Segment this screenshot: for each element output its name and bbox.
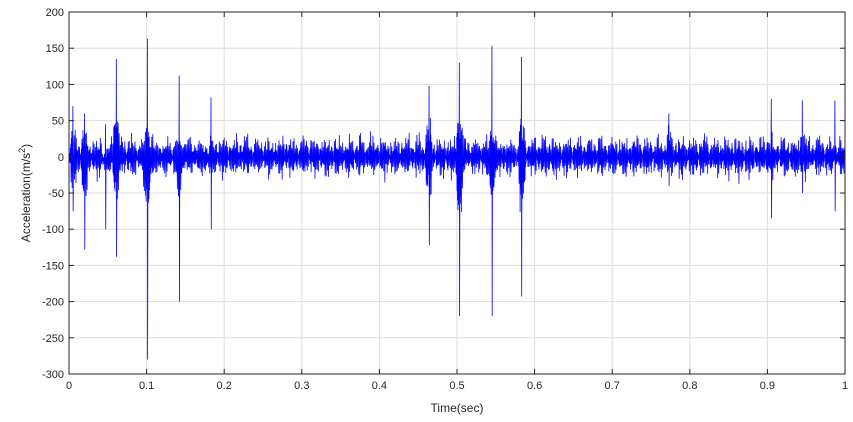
plot-area	[68, 38, 846, 360]
x-tick-label: 0.5	[449, 380, 464, 392]
y-tick-label: -300	[42, 369, 64, 381]
y-tick-label: 50	[52, 116, 64, 128]
y-tick-label: 0	[58, 152, 64, 164]
y-tick-label: -200	[42, 297, 64, 309]
y-tick-label: -150	[42, 260, 64, 272]
y-axis-label-end: )	[19, 144, 33, 148]
x-tick-label: 0.7	[605, 380, 620, 392]
y-axis-label-superscript: 2	[17, 148, 27, 153]
x-tick-label: 0.4	[372, 380, 387, 392]
x-tick-label: 1	[842, 380, 848, 392]
x-tick-label: 0.2	[217, 380, 232, 392]
x-tick-label: 0.1	[139, 380, 154, 392]
x-axis-ticks: 0 0.1 0.2 0.3 0.4 0.5 0.6 0.7 0.8 0.9 1	[66, 12, 848, 392]
y-axis-label-base: Acceleration(m/s	[19, 153, 33, 242]
y-tick-label: -50	[48, 188, 64, 200]
x-tick-label: 0.3	[294, 380, 309, 392]
y-tick-label: 150	[46, 43, 64, 55]
y-tick-label: -250	[42, 333, 64, 345]
acceleration-series-line	[68, 38, 846, 360]
x-axis-label: Time(sec)	[431, 401, 484, 415]
y-axis-ticks: 200 150 100 50 0 -50 -100 -150 -200 -250 -300	[42, 7, 845, 381]
x-tick-label: 0.9	[760, 380, 775, 392]
y-tick-label: 200	[46, 7, 64, 19]
x-tick-label: 0.8	[682, 380, 697, 392]
x-tick-label: 0	[66, 380, 72, 392]
grid	[68, 11, 846, 375]
y-tick-label: -100	[42, 224, 64, 236]
y-axis-label: Acceleration(m/s2)	[17, 144, 33, 242]
x-tick-label: 0.6	[527, 380, 542, 392]
y-tick-label: 100	[46, 79, 64, 91]
